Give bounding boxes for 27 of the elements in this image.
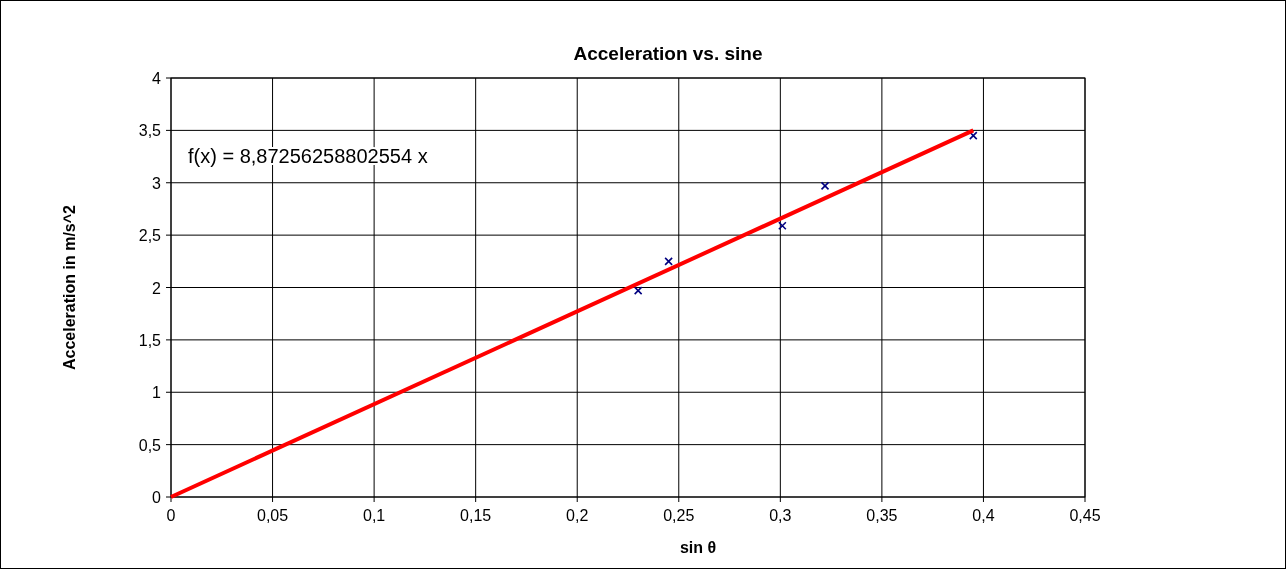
point [968,131,978,140]
chart-title: Acceleration vs. sine [573,43,763,64]
point [664,257,673,266]
y-tick-label: 1,5 [138,331,162,349]
y-tick-label: 0,5 [138,436,162,454]
point [633,286,643,295]
y-tick-label: 4 [152,70,162,87]
x-tick-label: 0,1 [362,507,386,524]
x-tick-label: 0 [166,507,176,524]
y-tick-label: 3 [152,174,162,192]
x-tick-label: 0,45 [1069,507,1101,524]
x-tick-label: 0,35 [866,507,898,524]
x-tick-label: 0,25 [663,507,695,524]
x-tick-label: 0,4 [972,507,995,524]
y-tick-label: 3,5 [138,122,162,140]
x-tick-label: 0,15 [460,507,492,524]
x-tick-label: 0,3 [769,507,792,524]
y-tick-label: 1 [152,384,162,402]
point [778,221,787,230]
y-axis-title: Acceleration in m/s^2 [61,204,78,370]
x-axis-title: sin θ [679,539,717,556]
y-tick-label: 2 [152,279,162,297]
x-tick-label: 0,2 [566,507,589,524]
y-tick-label: 2,5 [138,227,162,245]
point [820,181,830,191]
x-tick-label: 0,05 [256,507,289,524]
y-tick-label: 0 [152,489,162,506]
